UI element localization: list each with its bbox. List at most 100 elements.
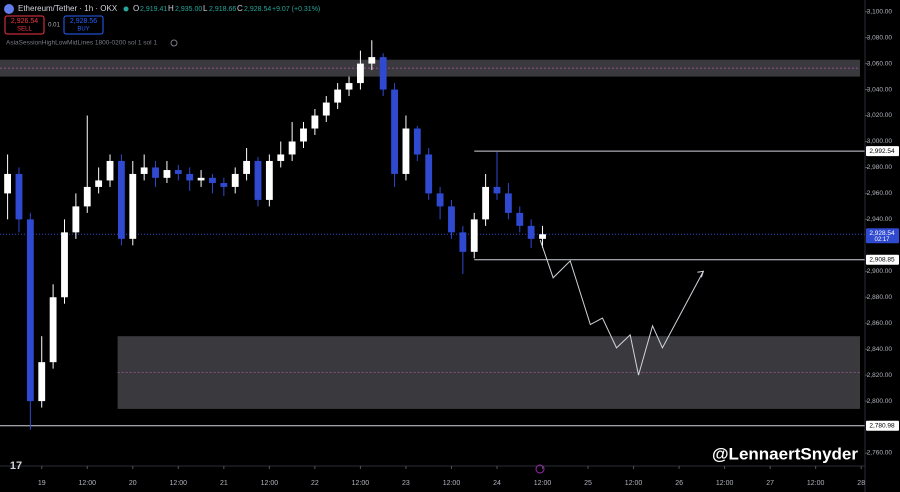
projection-arrowhead: [697, 270, 705, 278]
level-tag: [866, 420, 899, 431]
candle-body: [288, 141, 296, 155]
y-tick-label: 3,060.00: [867, 60, 893, 67]
x-tick-label: 12:00: [807, 480, 825, 487]
countdown: 02:17: [874, 237, 890, 243]
candle-body: [231, 173, 239, 187]
y-tick-label: 2,860.00: [867, 320, 893, 327]
candle-body: [129, 173, 137, 239]
event-icon[interactable]: [535, 464, 545, 474]
candle-body: [516, 212, 524, 226]
candle-body: [4, 173, 12, 194]
candle-body: [436, 193, 444, 207]
candle-body: [425, 154, 433, 194]
candle-body: [209, 177, 216, 184]
y-tick-label: 3,020.00: [867, 112, 893, 119]
candle-body: [527, 225, 535, 239]
buy-price: 2,928.56: [70, 18, 97, 25]
o-value: 2,919.41: [140, 6, 167, 13]
y-tick-label: 2,840.00: [867, 346, 893, 353]
buy-button[interactable]: [63, 15, 104, 35]
candle-body: [72, 206, 80, 233]
candle-body: [26, 219, 34, 402]
c-label: C: [237, 4, 243, 13]
x-tick-label: 21: [220, 480, 228, 487]
candle-body: [504, 193, 512, 213]
x-tick-label: 12:00: [352, 480, 370, 487]
candle-body: [95, 180, 103, 187]
last-price-tag: [866, 228, 899, 244]
o-label: O: [133, 4, 139, 13]
candle-body: [140, 167, 148, 174]
candle-body: [311, 115, 319, 129]
candle-body: [493, 186, 501, 194]
l-label: L: [203, 4, 208, 13]
candle-body: [163, 170, 171, 178]
candle-body: [152, 167, 159, 178]
x-tick-label: 28: [857, 480, 865, 487]
l-value: 2,918.66: [209, 6, 236, 13]
level-tag: [866, 146, 899, 157]
x-tick-label: 12:00: [625, 480, 643, 487]
candle-body: [357, 63, 364, 84]
y-tick-label: 2,800.00: [867, 398, 893, 405]
candle-body: [220, 183, 228, 187]
candle-body: [254, 160, 262, 200]
y-tick-label: 2,960.00: [867, 190, 893, 197]
x-tick-label: 12:00: [716, 480, 734, 487]
candle-body: [49, 297, 57, 363]
candle-body: [300, 128, 307, 142]
logo: 17: [10, 460, 22, 472]
indicator: AsiaSessionHighLowMidLines 1800-0200 sol…: [6, 40, 157, 47]
x-tick-label: 23: [402, 480, 410, 487]
candle-body: [61, 232, 68, 298]
candle-body: [15, 173, 23, 220]
x-tick-label: 20: [129, 480, 137, 487]
x-tick-label: 26: [675, 480, 683, 487]
c-value: 2,928.54: [244, 6, 271, 13]
x-tick-label: 25: [584, 480, 592, 487]
projection-path: [539, 239, 704, 376]
y-tick-label: 3,040.00: [867, 86, 893, 93]
buy-label: BUY: [77, 27, 89, 33]
candle-body: [197, 177, 205, 181]
x-tick-label: 12:00: [443, 480, 461, 487]
eth-icon: [4, 4, 14, 14]
level-label: 2,908.85: [869, 257, 895, 264]
visibility-icon[interactable]: [170, 39, 178, 47]
candle-body: [117, 160, 125, 239]
x-tick-label: 27: [766, 480, 774, 487]
candle-body: [470, 219, 478, 252]
candle-body: [38, 362, 46, 402]
candle-body: [459, 232, 467, 252]
candle-body: [106, 160, 114, 181]
x-tick-label: 12:00: [78, 480, 96, 487]
candle-body: [322, 102, 330, 116]
x-tick-label: 12:00: [534, 480, 552, 487]
candle-body: [482, 186, 490, 220]
candle-body: [413, 128, 421, 155]
y-tick-label: 2,980.00: [867, 164, 893, 171]
candle-body: [265, 160, 273, 200]
candle-body: [391, 89, 398, 174]
candle-body: [539, 234, 546, 239]
candle-body: [334, 89, 342, 103]
y-tick-label: 2,900.00: [867, 268, 893, 275]
candle-body: [186, 173, 194, 181]
y-tick-label: 2,760.00: [867, 450, 893, 457]
sell-button[interactable]: [4, 15, 45, 35]
symbol: Ethereum/Tether · 1h · OKX: [18, 4, 118, 13]
y-tick-label: 2,880.00: [867, 294, 893, 301]
x-tick-label: 19: [38, 480, 46, 487]
x-tick-label: 24: [493, 480, 501, 487]
x-tick-label: 12:00: [170, 480, 188, 487]
x-tick-label: 22: [311, 480, 319, 487]
y-tick-label: 3,000.00: [867, 138, 893, 145]
watermark: @LennaertSnyder: [712, 444, 858, 463]
candle-body: [243, 160, 251, 174]
y-tick-label: 2,820.00: [867, 372, 893, 379]
h-value: 2,935.00: [175, 6, 202, 13]
quantity: 0.01: [48, 23, 60, 29]
sell-label: SELL: [17, 27, 32, 33]
candle-body: [345, 83, 353, 90]
